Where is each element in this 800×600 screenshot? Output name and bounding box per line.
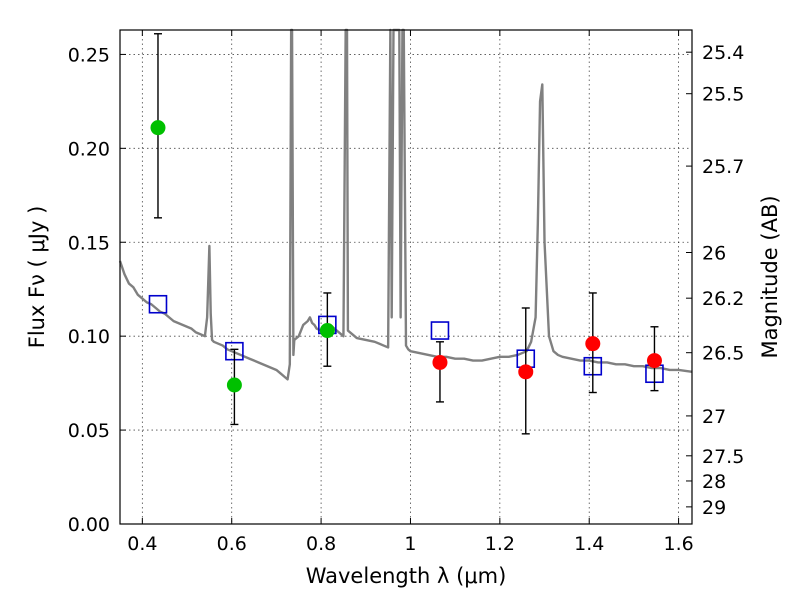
- x-tick-label: 0.8: [306, 533, 336, 555]
- mag-tick-label: 27.5: [702, 446, 744, 468]
- y-tick-label: 0.10: [68, 326, 110, 348]
- observed-point-red: [432, 354, 448, 370]
- x-tick-label: 0.4: [127, 533, 157, 555]
- observed-point-green: [226, 377, 242, 393]
- mag-tick-label: 25.5: [702, 84, 744, 106]
- y-axis-label: Flux Fν ( μJy ): [25, 206, 49, 349]
- model-photometry-box: [148, 294, 168, 314]
- y-tick-label: 0.00: [68, 514, 110, 536]
- observed-point-red: [585, 336, 601, 352]
- x-axis-label: Wavelength λ (μm): [306, 564, 507, 588]
- data-points: [148, 33, 664, 435]
- plot-frame: [119, 29, 693, 525]
- mag-tick-label: 26.2: [702, 288, 744, 310]
- mag-tick-label: 29: [702, 497, 726, 519]
- y-tick-label: 0.05: [68, 420, 110, 442]
- y-tick-labels: 0.00 0.05 0.10 0.15 0.20 0.25: [68, 44, 110, 536]
- x-tick-label: 1.6: [663, 533, 693, 555]
- model-photometry-box: [430, 321, 450, 340]
- x-tick-label: 1.4: [574, 533, 604, 555]
- x-tick-label: 1.2: [485, 533, 515, 555]
- mag-tick-label: 27: [702, 406, 726, 428]
- mag-tick-label: 26.5: [702, 343, 744, 365]
- x-tick-labels: 0.4 0.6 0.8 1 1.2 1.4 1.6: [127, 533, 693, 555]
- observed-point-green: [319, 323, 335, 339]
- y-tick-label: 0.20: [68, 138, 110, 160]
- observed-point-red: [518, 364, 534, 380]
- magnitude-tick-labels: 25.4 25.5 25.7 26 26.2 26.5 27 27.5 28 29: [702, 42, 744, 519]
- mag-tick-label: 25.4: [702, 42, 744, 64]
- mag-tick-label: 28: [702, 471, 726, 493]
- mag-tick-label: 25.7: [702, 156, 744, 178]
- x-tick-label: 1: [404, 533, 416, 555]
- mag-tick-label: 26: [702, 242, 726, 264]
- y-tick-label: 0.25: [68, 44, 110, 66]
- y2-axis-label: Magnitude (AB): [758, 195, 782, 358]
- observed-point-green: [150, 120, 166, 136]
- observed-point-red: [646, 353, 662, 369]
- axis-ticks: [120, 30, 692, 525]
- y-tick-label: 0.15: [68, 232, 110, 254]
- x-tick-label: 0.6: [217, 533, 247, 555]
